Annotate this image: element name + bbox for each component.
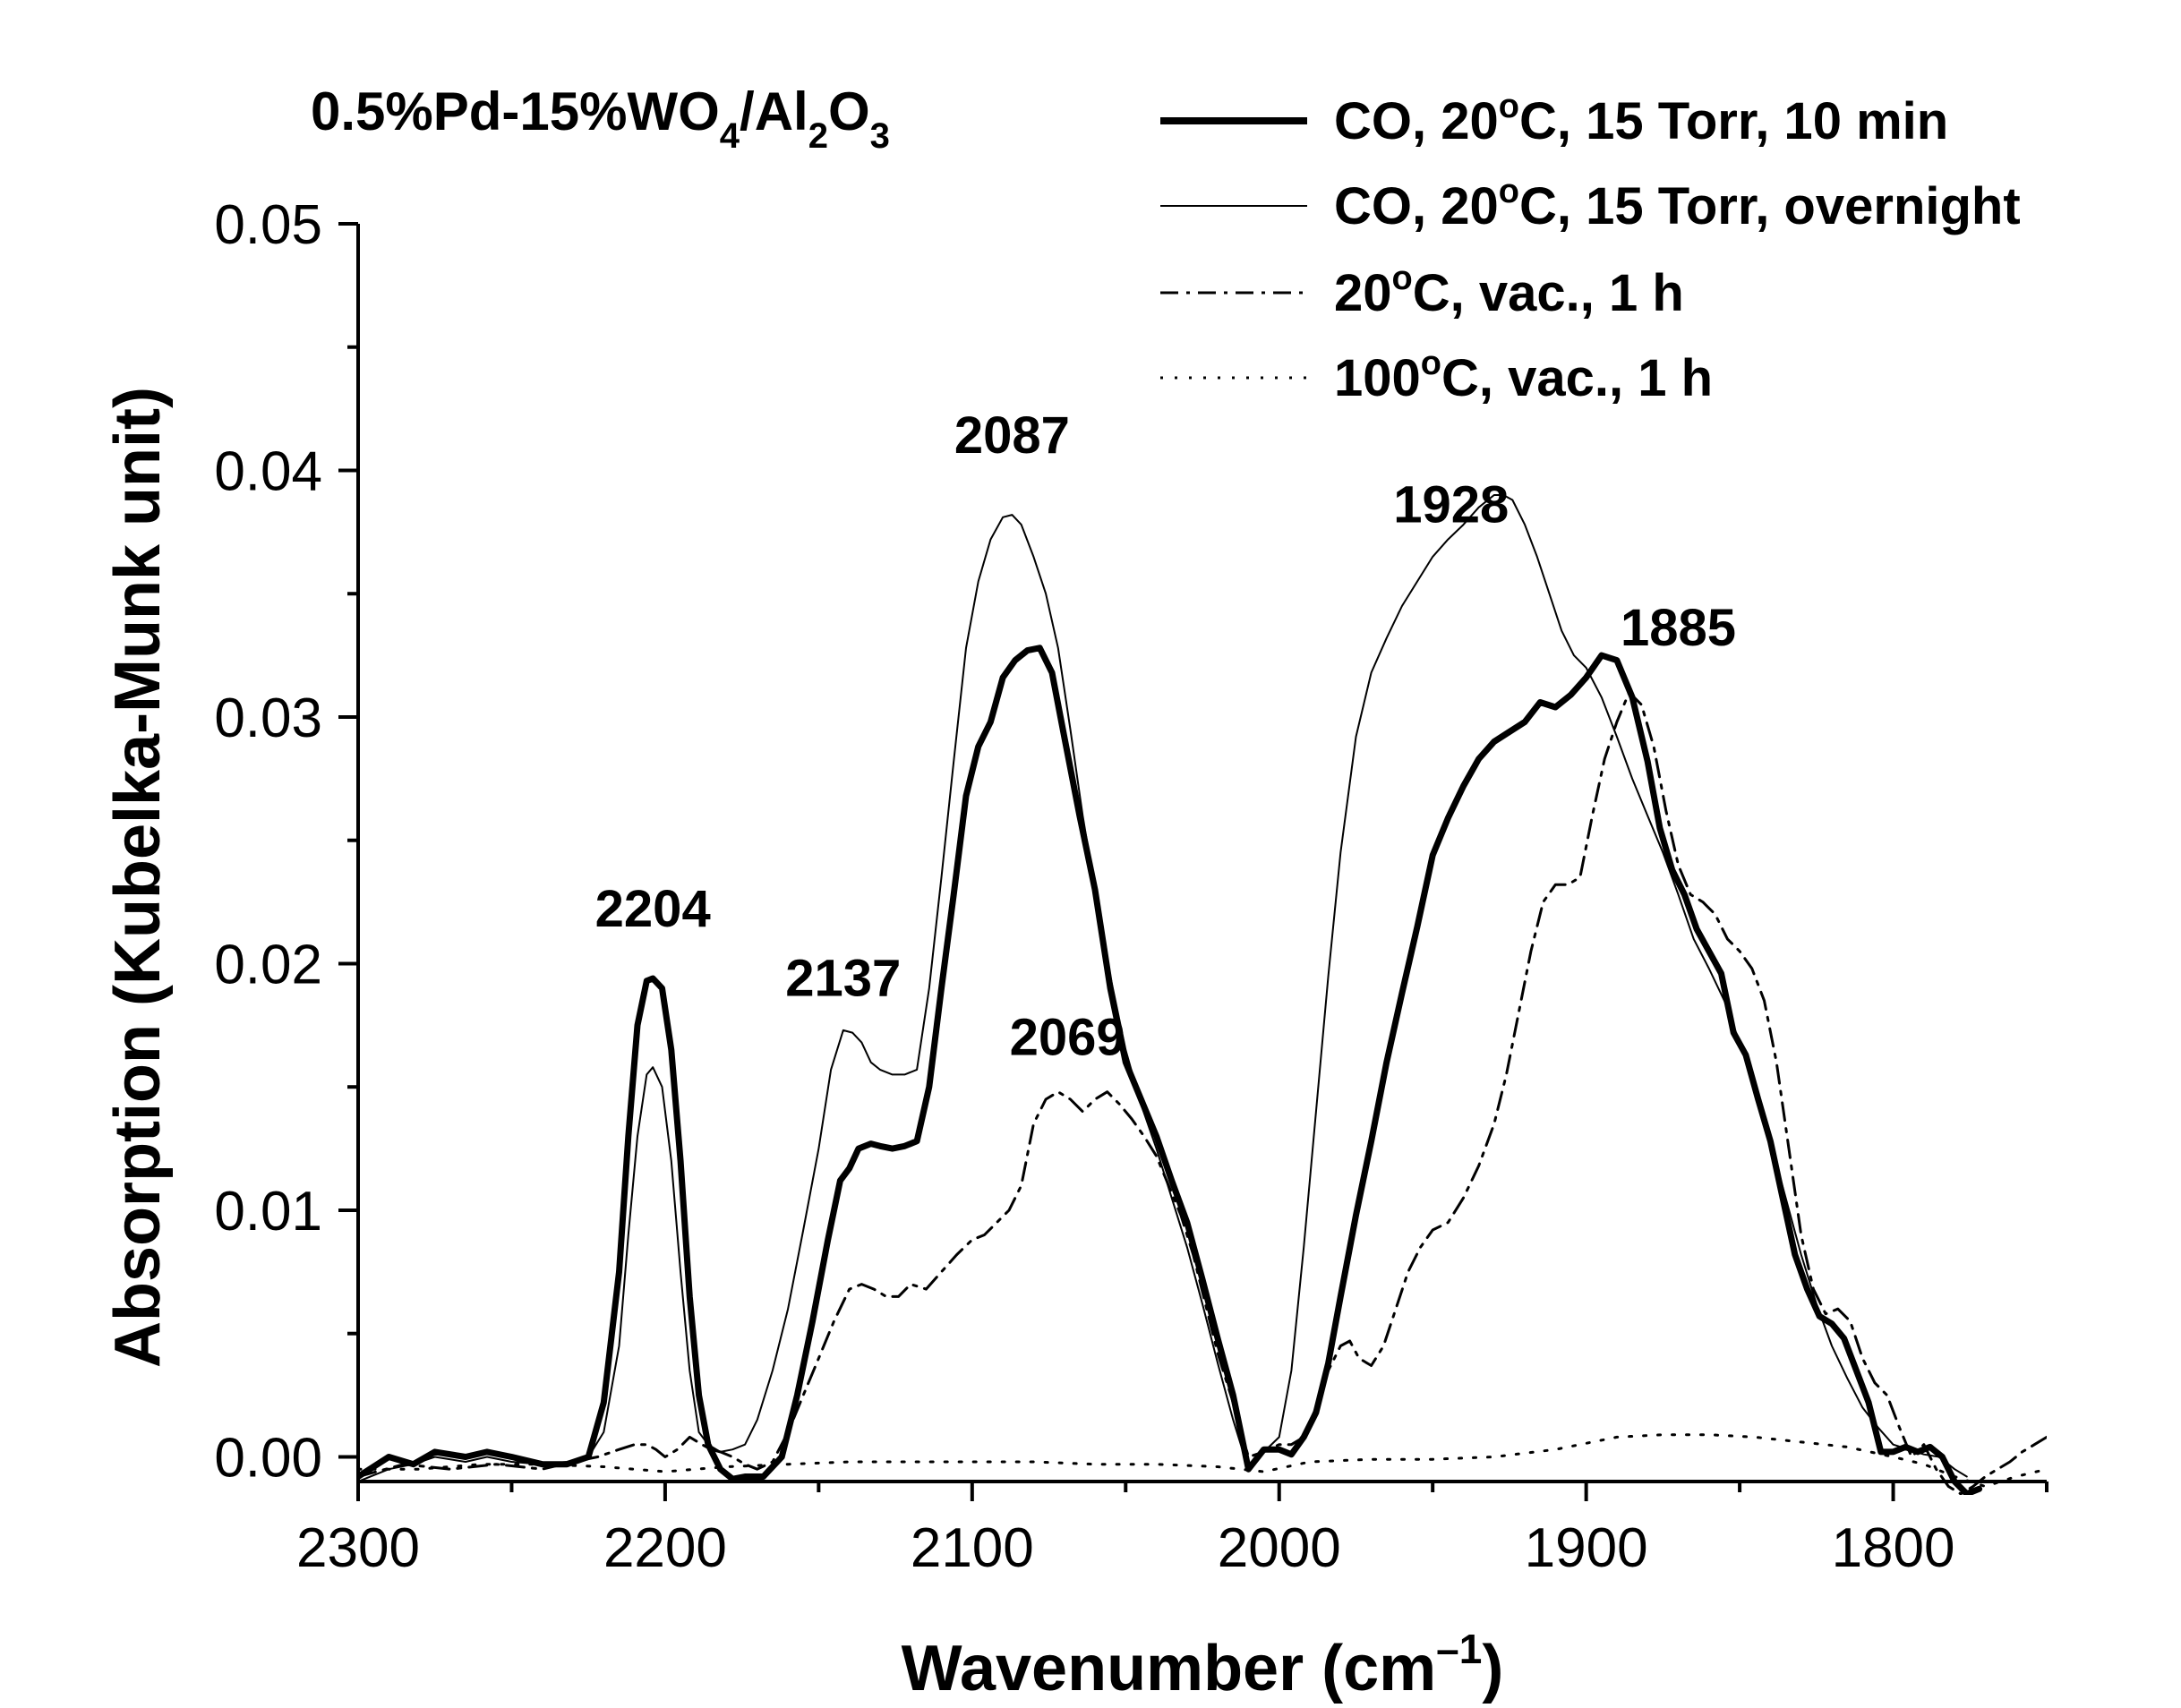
peak-label-1928: 1928 — [1393, 475, 1509, 534]
y-ticks: 0.00 0.01 0.02 0.03 0.04 0.05 — [214, 194, 358, 1489]
y-tick-label: 0.03 — [214, 687, 322, 749]
title-sub-4: 4 — [720, 116, 740, 156]
title-mid2: O — [828, 81, 870, 141]
x-tick-label: 1800 — [1832, 1517, 1955, 1579]
title-sub-2: 2 — [808, 116, 828, 156]
series-line-dashdot — [358, 690, 2047, 1495]
series-line-thick — [358, 645, 1983, 1495]
title-prefix: 0.5%Pd-15%WO — [311, 81, 720, 141]
peak-label-2069: 2069 — [1010, 1008, 1125, 1066]
peak-label-2137: 2137 — [785, 949, 901, 1007]
x-axis-title: Wavenumber (cm–1) — [902, 1626, 1504, 1704]
legend: CO, 20oC, 15 Torr, 10 min CO, 20oC, 15 T… — [1160, 88, 2021, 407]
x-tick-label: 2300 — [296, 1517, 420, 1579]
axes: 0.00 0.01 0.02 0.03 0.04 0.05 2300 2200 2100 200… — [214, 194, 2048, 1579]
y-tick-label: 0.04 — [214, 440, 322, 502]
x-ticks: 2300 2200 2100 2000 1900 1800 — [296, 1482, 2048, 1579]
y-tick-label: 0.01 — [214, 1181, 322, 1243]
series-line-thin — [358, 494, 1968, 1482]
title-mid: /Al — [740, 81, 808, 141]
series-group — [358, 494, 2047, 1495]
legend-label-dashdot: 20oC, vac., 1 h — [1334, 260, 1684, 322]
peak-label-2204: 2204 — [595, 880, 711, 938]
legend-label-thin: CO, 20oC, 15 Torr, overnight — [1334, 173, 2021, 235]
y-tick-label: 0.00 — [214, 1427, 322, 1489]
peak-annotations: 2204 2137 2069 2087 1928 1885 — [595, 406, 1736, 1066]
series-line-dotted — [358, 1433, 2047, 1488]
title-sub-3: 3 — [870, 116, 890, 156]
peak-label-1885: 1885 — [1621, 599, 1736, 657]
y-tick-label: 0.05 — [214, 194, 322, 256]
legend-label-dotted: 100oC, vac., 1 h — [1334, 345, 1713, 407]
peak-label-2087: 2087 — [954, 406, 1070, 465]
y-tick-label: 0.02 — [214, 934, 322, 995]
x-tick-label: 2000 — [1218, 1517, 1341, 1579]
x-tick-label: 2200 — [603, 1517, 727, 1579]
chart-title: 0.5%Pd-15%WO4/Al2O3 — [311, 81, 890, 156]
legend-label-thick: CO, 20oC, 15 Torr, 10 min — [1334, 88, 1948, 150]
x-tick-label: 2100 — [911, 1517, 1034, 1579]
x-tick-label: 1900 — [1525, 1517, 1648, 1579]
y-axis-title: Absorption (Kubelka-Munk unit) — [102, 387, 174, 1368]
